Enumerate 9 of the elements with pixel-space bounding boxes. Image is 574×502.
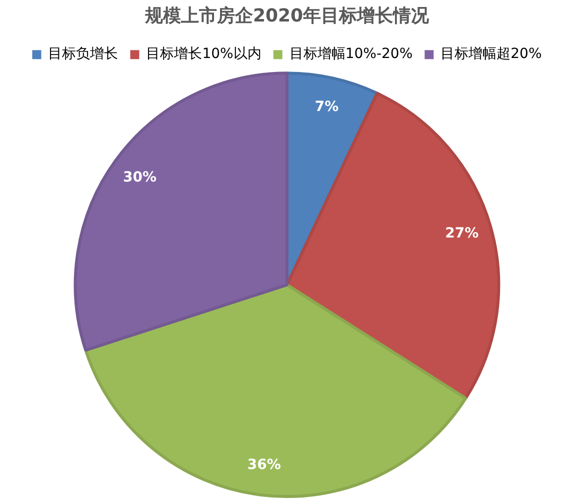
data-label: 36% xyxy=(247,457,281,474)
data-label: 7% xyxy=(314,98,339,115)
legend-label: 目标增幅超20% xyxy=(440,46,542,62)
legend-label: 目标增幅10%-20% xyxy=(289,46,413,62)
legend-label: 目标增长10%以内 xyxy=(146,46,262,62)
data-label: 30% xyxy=(122,169,156,186)
chart-title: 规模上市房企2020年目标增长情况 xyxy=(144,5,430,26)
data-label: 27% xyxy=(445,226,479,242)
legend-label: 目标负增长 xyxy=(48,46,118,62)
